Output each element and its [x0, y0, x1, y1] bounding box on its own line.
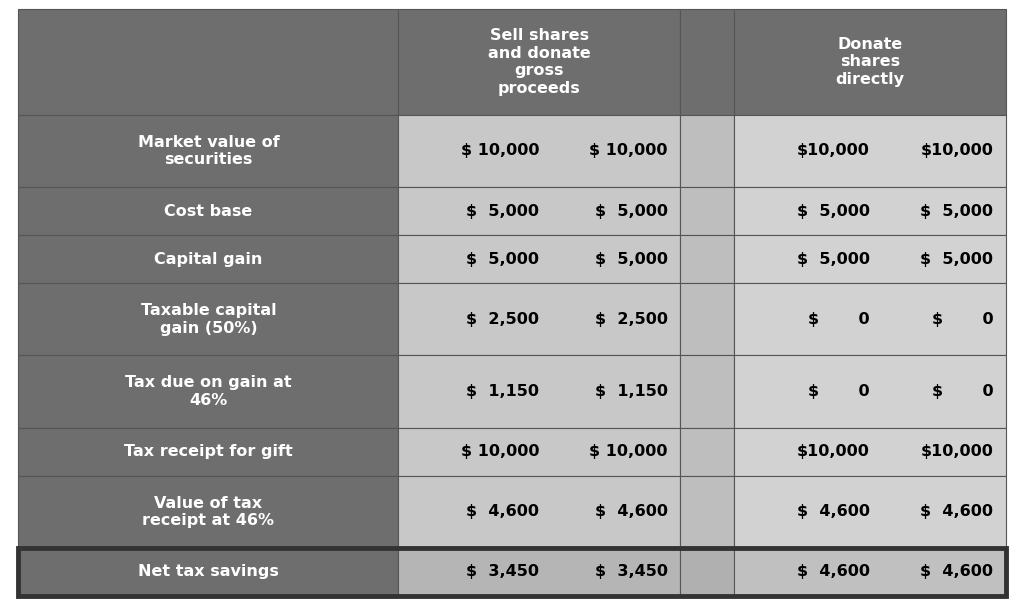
Bar — [398, 428, 680, 476]
Text: $  5,000: $ 5,000 — [921, 204, 993, 218]
Bar — [734, 476, 1006, 548]
Text: $  5,000: $ 5,000 — [595, 252, 668, 267]
Bar — [734, 283, 1006, 355]
Bar — [398, 187, 680, 235]
Text: $  3,450: $ 3,450 — [595, 564, 668, 580]
Text: $  2,500: $ 2,500 — [595, 312, 668, 327]
Text: $ 10,000: $ 10,000 — [461, 143, 540, 159]
Text: $       0: $ 0 — [932, 384, 993, 399]
Text: $  5,000: $ 5,000 — [921, 252, 993, 267]
Bar — [18, 235, 398, 283]
Bar — [18, 548, 398, 596]
Bar — [18, 187, 398, 235]
Text: $  4,600: $ 4,600 — [466, 504, 540, 519]
Bar — [680, 187, 734, 235]
Bar — [680, 115, 734, 187]
Bar — [734, 187, 1006, 235]
Text: $10,000: $10,000 — [921, 143, 993, 159]
Text: $  5,000: $ 5,000 — [466, 252, 540, 267]
Text: Net tax savings: Net tax savings — [138, 564, 279, 580]
Bar — [680, 235, 734, 283]
Text: $       0: $ 0 — [932, 312, 993, 327]
Text: $       0: $ 0 — [808, 384, 869, 399]
Text: Tax receipt for gift: Tax receipt for gift — [124, 444, 293, 459]
Bar — [18, 9, 398, 115]
Text: $  5,000: $ 5,000 — [595, 204, 668, 218]
Text: $ 10,000: $ 10,000 — [589, 143, 668, 159]
Text: $       0: $ 0 — [808, 312, 869, 327]
Bar — [398, 235, 680, 283]
Bar — [734, 9, 1006, 115]
Text: Capital gain: Capital gain — [155, 252, 262, 267]
Bar — [398, 476, 680, 548]
Text: Value of tax
receipt at 46%: Value of tax receipt at 46% — [142, 495, 274, 528]
Text: Donate
shares
directly: Donate shares directly — [836, 37, 904, 87]
Bar — [18, 548, 1006, 596]
Text: Taxable capital
gain (50%): Taxable capital gain (50%) — [140, 303, 276, 336]
Bar — [680, 355, 734, 428]
Text: $10,000: $10,000 — [797, 444, 869, 459]
Bar — [398, 9, 680, 115]
Text: Market value of
securities: Market value of securities — [137, 135, 280, 167]
Bar — [680, 476, 734, 548]
Text: $  4,600: $ 4,600 — [921, 564, 993, 580]
Text: $  4,600: $ 4,600 — [797, 564, 869, 580]
Text: $10,000: $10,000 — [921, 444, 993, 459]
Bar — [18, 476, 398, 548]
Bar — [18, 428, 398, 476]
Text: $  5,000: $ 5,000 — [797, 252, 869, 267]
Bar — [734, 428, 1006, 476]
Text: Sell shares
and donate
gross
proceeds: Sell shares and donate gross proceeds — [487, 28, 591, 96]
Text: $  5,000: $ 5,000 — [797, 204, 869, 218]
Bar — [734, 235, 1006, 283]
Text: $10,000: $10,000 — [797, 143, 869, 159]
Text: $  2,500: $ 2,500 — [466, 312, 540, 327]
Bar — [18, 355, 398, 428]
Text: $  1,150: $ 1,150 — [595, 384, 668, 399]
Bar — [398, 548, 680, 596]
Text: $  4,600: $ 4,600 — [797, 504, 869, 519]
Text: Cost base: Cost base — [164, 204, 253, 218]
Bar — [398, 115, 680, 187]
Bar — [680, 283, 734, 355]
Text: $  1,150: $ 1,150 — [466, 384, 540, 399]
Bar — [734, 548, 1006, 596]
Text: $  4,600: $ 4,600 — [921, 504, 993, 519]
Bar — [18, 283, 398, 355]
Bar — [18, 115, 398, 187]
Bar — [680, 548, 734, 596]
Bar — [398, 355, 680, 428]
Bar — [398, 283, 680, 355]
Bar — [680, 9, 734, 115]
Bar — [734, 355, 1006, 428]
Text: $  5,000: $ 5,000 — [466, 204, 540, 218]
Text: $ 10,000: $ 10,000 — [461, 444, 540, 459]
Text: $ 10,000: $ 10,000 — [589, 444, 668, 459]
Bar — [680, 428, 734, 476]
Bar — [734, 115, 1006, 187]
Text: $  3,450: $ 3,450 — [466, 564, 540, 580]
Text: Tax due on gain at
46%: Tax due on gain at 46% — [125, 375, 292, 408]
Text: $  4,600: $ 4,600 — [595, 504, 668, 519]
